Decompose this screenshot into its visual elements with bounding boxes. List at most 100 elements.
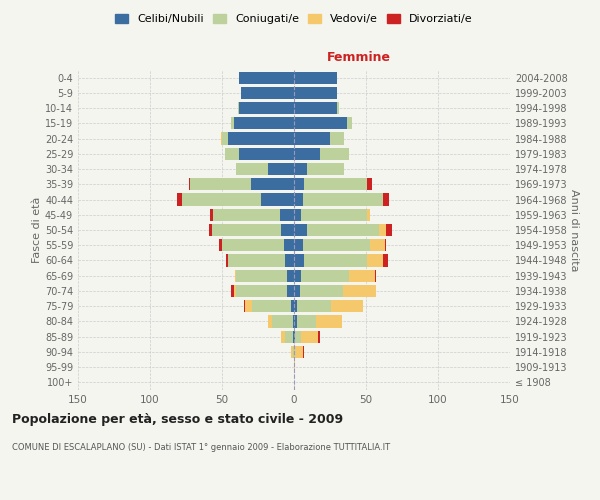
Bar [212,224,281,236]
Bar [294,87,337,99]
Bar [280,208,294,221]
Bar [214,208,280,221]
Bar [239,72,294,84]
Bar [221,132,222,144]
Bar [300,285,343,297]
Y-axis label: Anni di nascita: Anni di nascita [569,188,579,271]
Bar [272,316,293,328]
Bar [236,270,287,282]
Bar [349,270,374,282]
Bar [230,285,233,297]
Bar [319,330,320,343]
Bar [294,285,300,297]
Bar [301,270,349,282]
Bar [268,163,294,175]
Bar [287,285,294,297]
Bar [222,132,228,144]
Bar [347,117,352,130]
Bar [343,285,376,297]
Bar [211,208,214,221]
Bar [295,330,301,343]
Bar [302,346,304,358]
Bar [294,132,330,144]
Bar [261,194,294,205]
Bar [301,330,319,343]
Bar [304,178,367,190]
Bar [219,239,222,252]
Bar [293,346,294,358]
Bar [304,254,367,266]
Bar [189,178,190,190]
Bar [294,224,307,236]
Text: COMUNE DI ESCALAPLANO (SU) - Dati ISTAT 1° gennaio 2009 - Elaborazione TUTTITALI: COMUNE DI ESCALAPLANO (SU) - Dati ISTAT … [12,442,390,452]
Bar [294,163,307,175]
Bar [385,239,386,252]
Y-axis label: Fasce di età: Fasce di età [32,197,42,263]
Bar [190,178,251,190]
Bar [241,87,294,99]
Bar [287,270,294,282]
Bar [293,316,294,328]
Bar [245,300,252,312]
Bar [383,194,389,205]
Bar [268,316,272,328]
Bar [294,102,337,114]
Bar [291,346,293,358]
Bar [294,346,295,358]
Bar [370,239,385,252]
Bar [222,239,284,252]
Bar [331,300,363,312]
Bar [307,224,379,236]
Bar [294,117,347,130]
Bar [291,300,294,312]
Bar [230,117,233,130]
Bar [284,239,294,252]
Bar [302,194,383,205]
Bar [178,194,182,205]
Bar [228,132,294,144]
Bar [238,102,239,114]
Bar [235,270,236,282]
Bar [252,300,291,312]
Bar [182,194,261,205]
Bar [320,148,349,160]
Bar [367,178,372,190]
Bar [233,117,294,130]
Bar [379,224,386,236]
Bar [239,148,294,160]
Bar [297,316,316,328]
Bar [294,254,304,266]
Bar [316,316,341,328]
Bar [294,239,302,252]
Bar [294,194,302,205]
Bar [297,300,331,312]
Bar [228,254,286,266]
Bar [244,300,245,312]
Bar [239,102,294,114]
Bar [233,285,236,297]
Bar [367,254,383,266]
Bar [294,178,304,190]
Bar [383,254,388,266]
Bar [294,300,297,312]
Bar [307,163,344,175]
Bar [226,254,228,266]
Bar [294,270,301,282]
Bar [236,285,287,297]
Bar [281,330,286,343]
Bar [286,330,293,343]
Text: Femmine: Femmine [327,50,391,64]
Bar [367,208,370,221]
Bar [301,208,367,221]
Bar [294,361,295,373]
Bar [295,346,302,358]
Bar [294,316,297,328]
Bar [294,330,295,343]
Bar [294,72,337,84]
Bar [293,330,294,343]
Bar [251,178,294,190]
Bar [281,224,294,236]
Bar [330,132,344,144]
Bar [374,270,376,282]
Bar [294,148,320,160]
